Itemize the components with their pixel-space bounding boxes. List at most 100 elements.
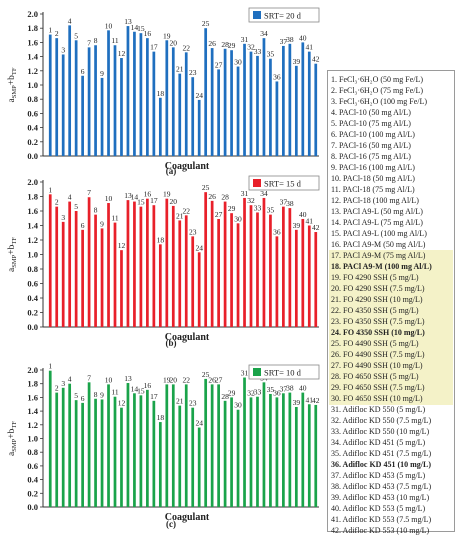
- y-tick-label: 0.6: [27, 279, 38, 289]
- bar: [146, 38, 149, 156]
- bar-label: 27: [215, 210, 223, 219]
- bar-label: 38: [286, 384, 294, 393]
- bar-label: 9: [100, 390, 104, 399]
- bar-label: 36: [273, 227, 281, 236]
- bar-label: 27: [215, 60, 223, 69]
- legend-list: 1. FeCl₃·6H₂O (50 mg Fe/L) 2. FeCl₃·6H₂O …: [331, 74, 452, 536]
- legend-item: 20. FO 4290 SSH (7.5 mg/L): [331, 284, 425, 293]
- bar-label: 30: [234, 401, 242, 410]
- bar: [68, 201, 72, 327]
- bar: [197, 252, 201, 327]
- bar-label: 4: [68, 375, 72, 384]
- bar: [87, 47, 91, 157]
- bar-label: 24: [195, 419, 203, 428]
- y-tick-label: 1.0: [27, 80, 38, 90]
- bar: [165, 384, 169, 507]
- bar: [249, 51, 253, 156]
- bar: [94, 398, 97, 507]
- bar: [81, 229, 84, 327]
- bar-label: 29: [228, 388, 236, 397]
- series-legend-swatch: [253, 179, 261, 187]
- bar-label: 26: [208, 39, 216, 48]
- bar: [275, 81, 279, 156]
- y-tick-label: 1.6: [27, 392, 38, 402]
- bar: [74, 40, 78, 156]
- bar: [61, 387, 65, 507]
- bar-label: 34: [260, 189, 268, 198]
- bar-label: 6: [81, 394, 85, 403]
- bar: [165, 40, 169, 156]
- legend-item: 41. Adifloc KD 553 (7.5 mg/L): [331, 515, 432, 524]
- legend-item: 32. Adifloc KD 550 (7.5 mg/L): [331, 416, 432, 425]
- bar: [307, 51, 311, 156]
- x-axis-label: Coagulant: [165, 512, 210, 523]
- bar: [197, 99, 201, 156]
- bar: [100, 399, 104, 507]
- legend-item: 8. PACl-16 (75 mg Al/L): [331, 152, 411, 161]
- bar-label: 7: [87, 38, 91, 47]
- bar-label: 35: [267, 50, 275, 59]
- bar-label: 26: [208, 375, 216, 384]
- bar-label: 10: [105, 21, 113, 30]
- bar: [158, 244, 162, 327]
- bar: [81, 402, 84, 507]
- bar: [74, 211, 78, 327]
- y-tick-label: 0.2: [27, 488, 38, 498]
- legend-item: 38. Adifloc KD 453 (7.5 mg/L): [331, 482, 432, 491]
- bar-label: 32: [247, 43, 255, 52]
- bar: [87, 382, 91, 507]
- bar-label: 17: [150, 196, 158, 205]
- bar: [184, 215, 188, 327]
- legend-item: 16. PACl A9-M (50 mg Al/L): [331, 240, 426, 249]
- bar-label: 29: [228, 204, 236, 213]
- bar: [288, 208, 292, 327]
- bar: [249, 397, 253, 507]
- bar-label: 32: [247, 196, 255, 205]
- legend-item: 2. FeCl₃·6H₂O (75 mg Fe/L): [331, 86, 424, 95]
- bar: [294, 406, 298, 507]
- bar: [262, 197, 266, 327]
- bar: [314, 404, 318, 507]
- bar: [256, 396, 259, 507]
- bar-label: 3: [61, 45, 65, 54]
- series-legend-box: [248, 7, 320, 23]
- bar: [74, 400, 78, 507]
- y-tick-label: 1.0: [27, 250, 38, 260]
- bar-label: 16: [144, 190, 152, 199]
- bar: [217, 218, 220, 327]
- y-tick-label: 1.8: [27, 23, 38, 33]
- bar-label: 39: [293, 398, 301, 407]
- legend-item: 39. Adifloc KD 453 (10 mg/L): [331, 493, 430, 502]
- bar-label: 20: [170, 38, 178, 47]
- bar-label: 10: [105, 194, 113, 203]
- bar-label: 31: [241, 189, 249, 198]
- bar: [301, 392, 305, 507]
- bar: [146, 198, 149, 327]
- y-tick-label: 0.6: [27, 108, 38, 118]
- bar-label: 4: [68, 16, 72, 25]
- y-axis-label: aSMP+bTF: [7, 67, 18, 102]
- bar: [113, 396, 117, 507]
- bar-label: 37: [280, 198, 288, 207]
- legend-item: 33. Adifloc KD 550 (10 mg/L): [331, 427, 430, 436]
- bar: [275, 236, 279, 327]
- y-tick-label: 0.6: [27, 461, 38, 471]
- panel-caption: (b): [166, 338, 177, 348]
- legend-item: 10. PACl-18 (50 mg Al/L): [331, 174, 415, 183]
- y-tick-label: 0.4: [27, 123, 38, 133]
- bar: [204, 378, 208, 507]
- bar: [204, 28, 208, 157]
- y-tick-label: 0.8: [27, 94, 38, 104]
- bar: [48, 194, 52, 327]
- bar-label: 16: [144, 29, 152, 38]
- bar: [171, 384, 175, 507]
- bar-label: 11: [111, 36, 118, 45]
- bar: [48, 34, 52, 157]
- bar-label: 38: [286, 35, 294, 44]
- bar-label: 21: [176, 397, 184, 406]
- bar-label: 14: [131, 193, 139, 202]
- chart-panel-2: 0.00.20.40.60.81.01.21.41.61.82.01234567…: [7, 175, 320, 348]
- y-tick-label: 2.0: [27, 9, 38, 19]
- bar-label: 33: [254, 203, 262, 212]
- bar: [48, 370, 52, 507]
